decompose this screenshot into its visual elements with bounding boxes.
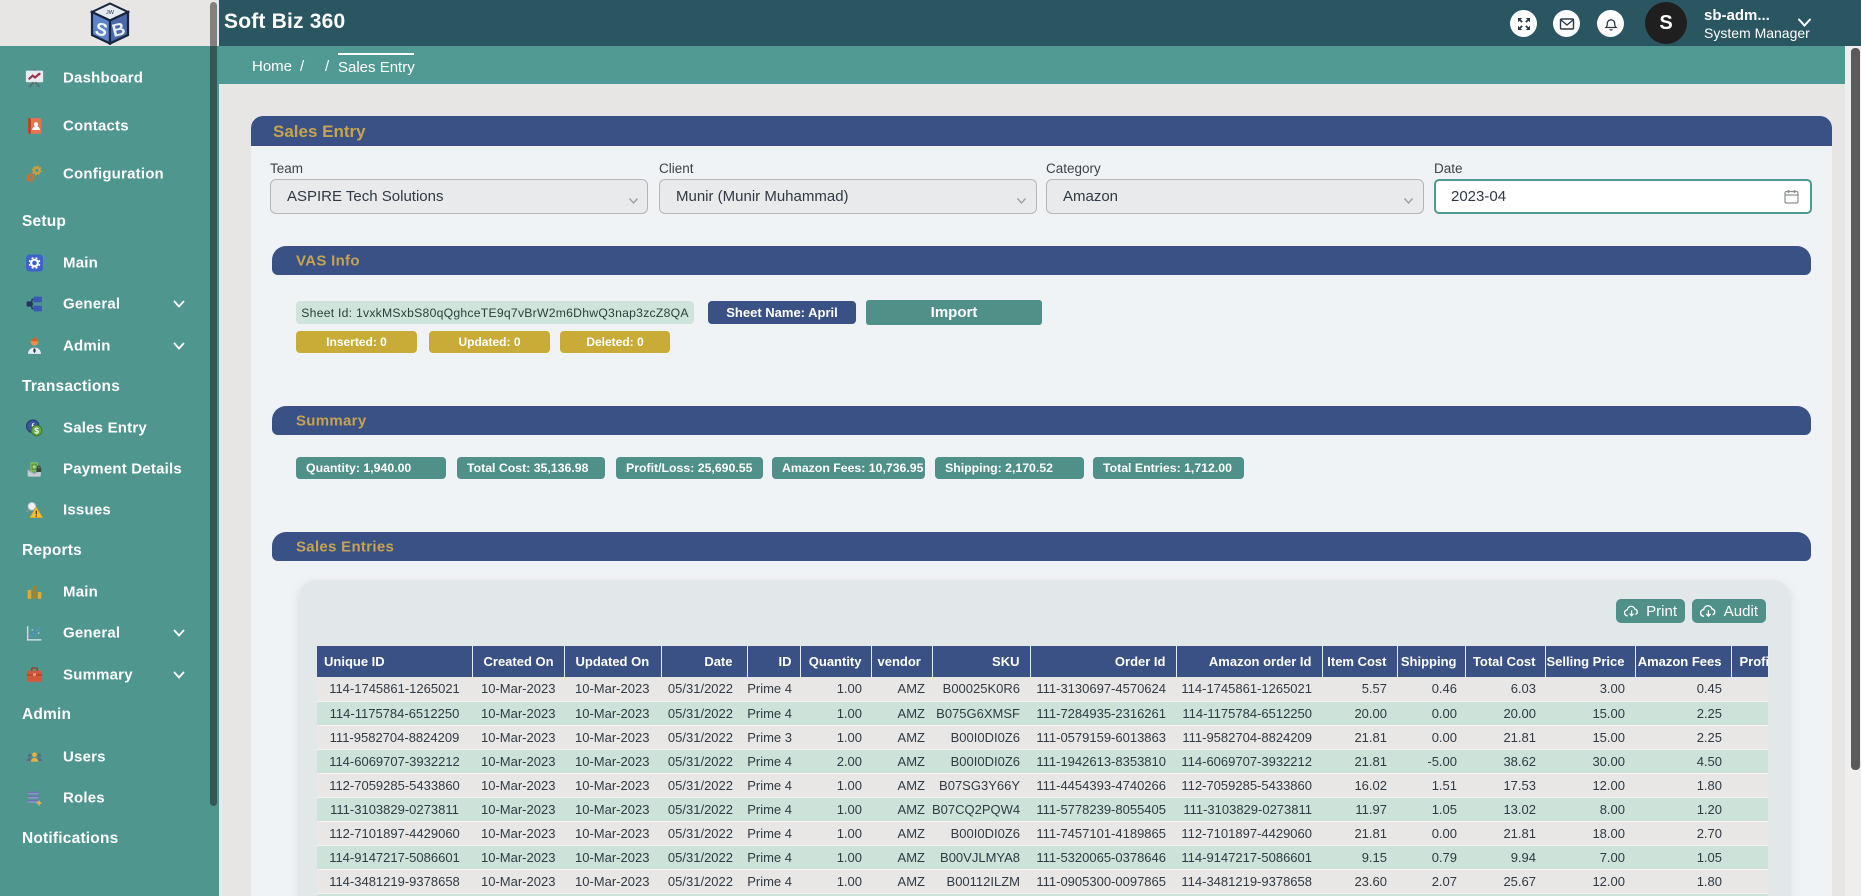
svg-text:JW: JW [106, 10, 115, 16]
svg-text:B: B [110, 18, 127, 41]
svg-text:$: $ [34, 426, 39, 436]
svg-text:S: S [93, 18, 109, 40]
